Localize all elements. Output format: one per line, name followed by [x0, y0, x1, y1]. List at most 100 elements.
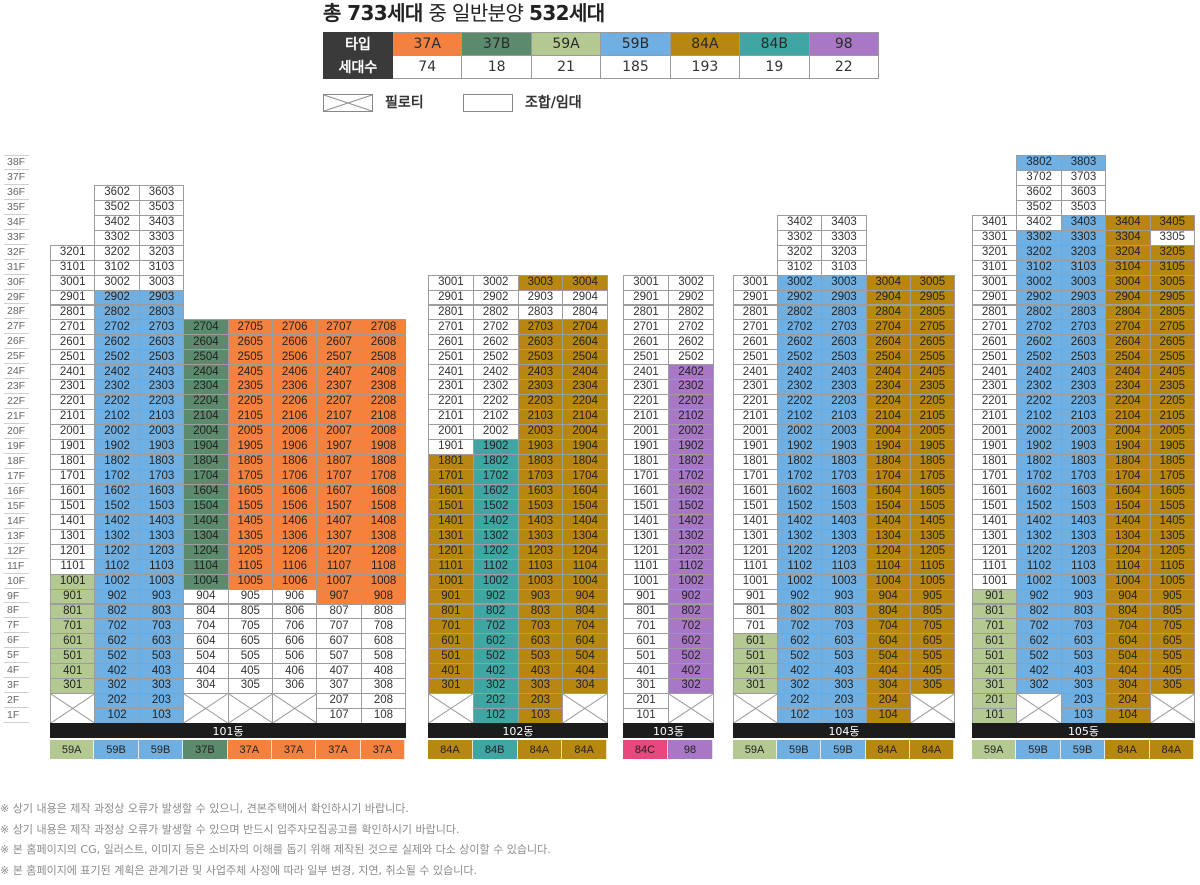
unit-cell: 1404: [183, 513, 229, 530]
unit-cell: 307: [316, 678, 362, 695]
unit-cell: 2102: [472, 409, 519, 426]
unit-cell: 902: [1016, 588, 1062, 605]
type-cell: 84A: [669, 32, 741, 56]
unit-cell: 802: [668, 603, 714, 620]
unit-cell: 808: [360, 603, 407, 620]
unit-cell: 1404: [1105, 513, 1151, 530]
unit-cell: 1901: [623, 439, 669, 455]
piloti-cell-icon: [562, 693, 608, 725]
unit-cell: 3303: [821, 229, 867, 246]
unit-cell: 2005: [909, 424, 955, 441]
unit-cell: 2002: [777, 424, 823, 441]
unit-cell: 1102: [777, 558, 823, 575]
unit-cell: 1903: [138, 439, 185, 455]
unit-cell: 3302: [1016, 229, 1062, 246]
unit-cell: 1104: [865, 558, 911, 575]
unit-cell: 2702: [668, 319, 714, 336]
floor-label: 17F: [4, 469, 29, 484]
unit-cell: 602: [94, 633, 140, 650]
unit-cell: 702: [1016, 618, 1062, 635]
unit-cell: 2804: [562, 304, 608, 321]
unit-cell: 2701: [50, 319, 96, 336]
count-row: 세대수 74 18 21 185 193 19 22: [323, 55, 880, 79]
piloti-cell-icon: [668, 693, 714, 725]
unit-cell: 2704: [562, 319, 608, 336]
unit-cell: 1701: [972, 468, 1018, 485]
unit-cell: 903: [517, 588, 564, 605]
unit-type-label: 59A: [733, 740, 778, 759]
unit-cell: 1803: [138, 454, 185, 470]
unit-type-label: 59B: [94, 740, 139, 759]
unit-cell: 2302: [94, 379, 140, 396]
unit-cell: 1503: [517, 498, 564, 515]
unit-cell: 2004: [562, 424, 608, 441]
unit-cell: 1801: [428, 454, 474, 470]
count-cell: 22: [808, 55, 880, 79]
unit-cell: 402: [668, 663, 714, 680]
unit-cell: 1501: [50, 498, 96, 515]
unit-cell: 1903: [517, 439, 564, 455]
unit-cell: 1103: [821, 558, 867, 575]
unit-cell: 3103: [1060, 259, 1107, 276]
unit-cell: 1305: [909, 528, 955, 545]
unit-cell: 2301: [50, 379, 96, 396]
unit-cell: 2103: [821, 409, 867, 426]
unit-cell: 1905: [227, 439, 273, 455]
unit-cell: 1107: [316, 558, 362, 575]
unit-cell: 2202: [94, 394, 140, 411]
unit-cell: 505: [1149, 648, 1195, 665]
unit-cell: 1001: [623, 573, 669, 590]
unit-type-label: 84A: [909, 740, 954, 759]
unit-cell: 1201: [50, 543, 96, 560]
unit-type-label: 84A: [562, 740, 607, 759]
unit-cell: 1901: [733, 439, 779, 455]
unit-cell: 402: [94, 663, 140, 680]
unit-cell: 2104: [1105, 409, 1151, 426]
union-rental-swatch: [463, 94, 513, 112]
unit-cell: 2003: [1060, 424, 1107, 441]
unit-cell: 1302: [472, 528, 519, 545]
unit-cell: 1407: [316, 513, 362, 530]
unit-cell: 303: [517, 678, 564, 695]
unit-cell: 1801: [623, 454, 669, 470]
unit-cell: 1305: [1149, 528, 1195, 545]
unit-cell: 2401: [733, 364, 779, 381]
unit-cell: 602: [472, 633, 519, 650]
unit-cell: 3402: [777, 214, 823, 231]
unit-cell: 2202: [472, 394, 519, 411]
unit-cell: 806: [272, 603, 318, 620]
floor-label: 9F: [4, 589, 29, 604]
unit-cell: 1206: [272, 543, 318, 560]
unit-cell: 1402: [777, 513, 823, 530]
unit-cell: 1103: [138, 558, 185, 575]
unit-cell: 3004: [1105, 274, 1151, 291]
type-cell: 59B: [600, 32, 671, 56]
unit-cell: 1602: [668, 483, 714, 500]
unit-cell: 3102: [777, 259, 823, 276]
unit-cell: 207: [316, 693, 362, 710]
unit-cell: 607: [316, 633, 362, 650]
unit-cell: 408: [360, 663, 407, 680]
unit-cell: 505: [909, 648, 955, 665]
unit-cell: 2503: [138, 349, 185, 366]
unit-cell: 2103: [517, 409, 564, 426]
unit-cell: 1803: [517, 454, 564, 470]
unit-cell: 1704: [865, 468, 911, 485]
building-label: 102동: [428, 723, 608, 738]
unit-cell: 2703: [138, 319, 185, 336]
count-cell: 19: [739, 55, 810, 79]
unit-cell: 1403: [821, 513, 867, 530]
unit-cell: 1608: [360, 483, 407, 500]
floor-label: 1F: [4, 708, 29, 724]
unit-cell: 2801: [623, 304, 669, 321]
unit-cell: 1304: [562, 528, 608, 545]
unit-cell: 405: [227, 663, 273, 680]
unit-cell: 602: [1016, 633, 1062, 650]
unit-cell: 2701: [733, 319, 779, 336]
type-cell: 37A: [391, 32, 463, 56]
unit-cell: 2902: [668, 289, 714, 306]
unit-cell: 1303: [821, 528, 867, 545]
unit-cell: 2903: [1060, 289, 1107, 306]
unit-cell: 3305: [1149, 229, 1195, 246]
unit-cell: 2403: [821, 364, 867, 381]
